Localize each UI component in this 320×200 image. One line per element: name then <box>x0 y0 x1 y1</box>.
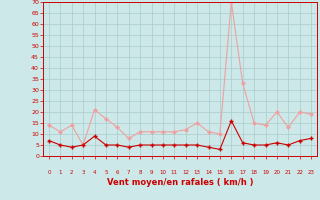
X-axis label: Vent moyen/en rafales ( km/h ): Vent moyen/en rafales ( km/h ) <box>107 178 253 187</box>
